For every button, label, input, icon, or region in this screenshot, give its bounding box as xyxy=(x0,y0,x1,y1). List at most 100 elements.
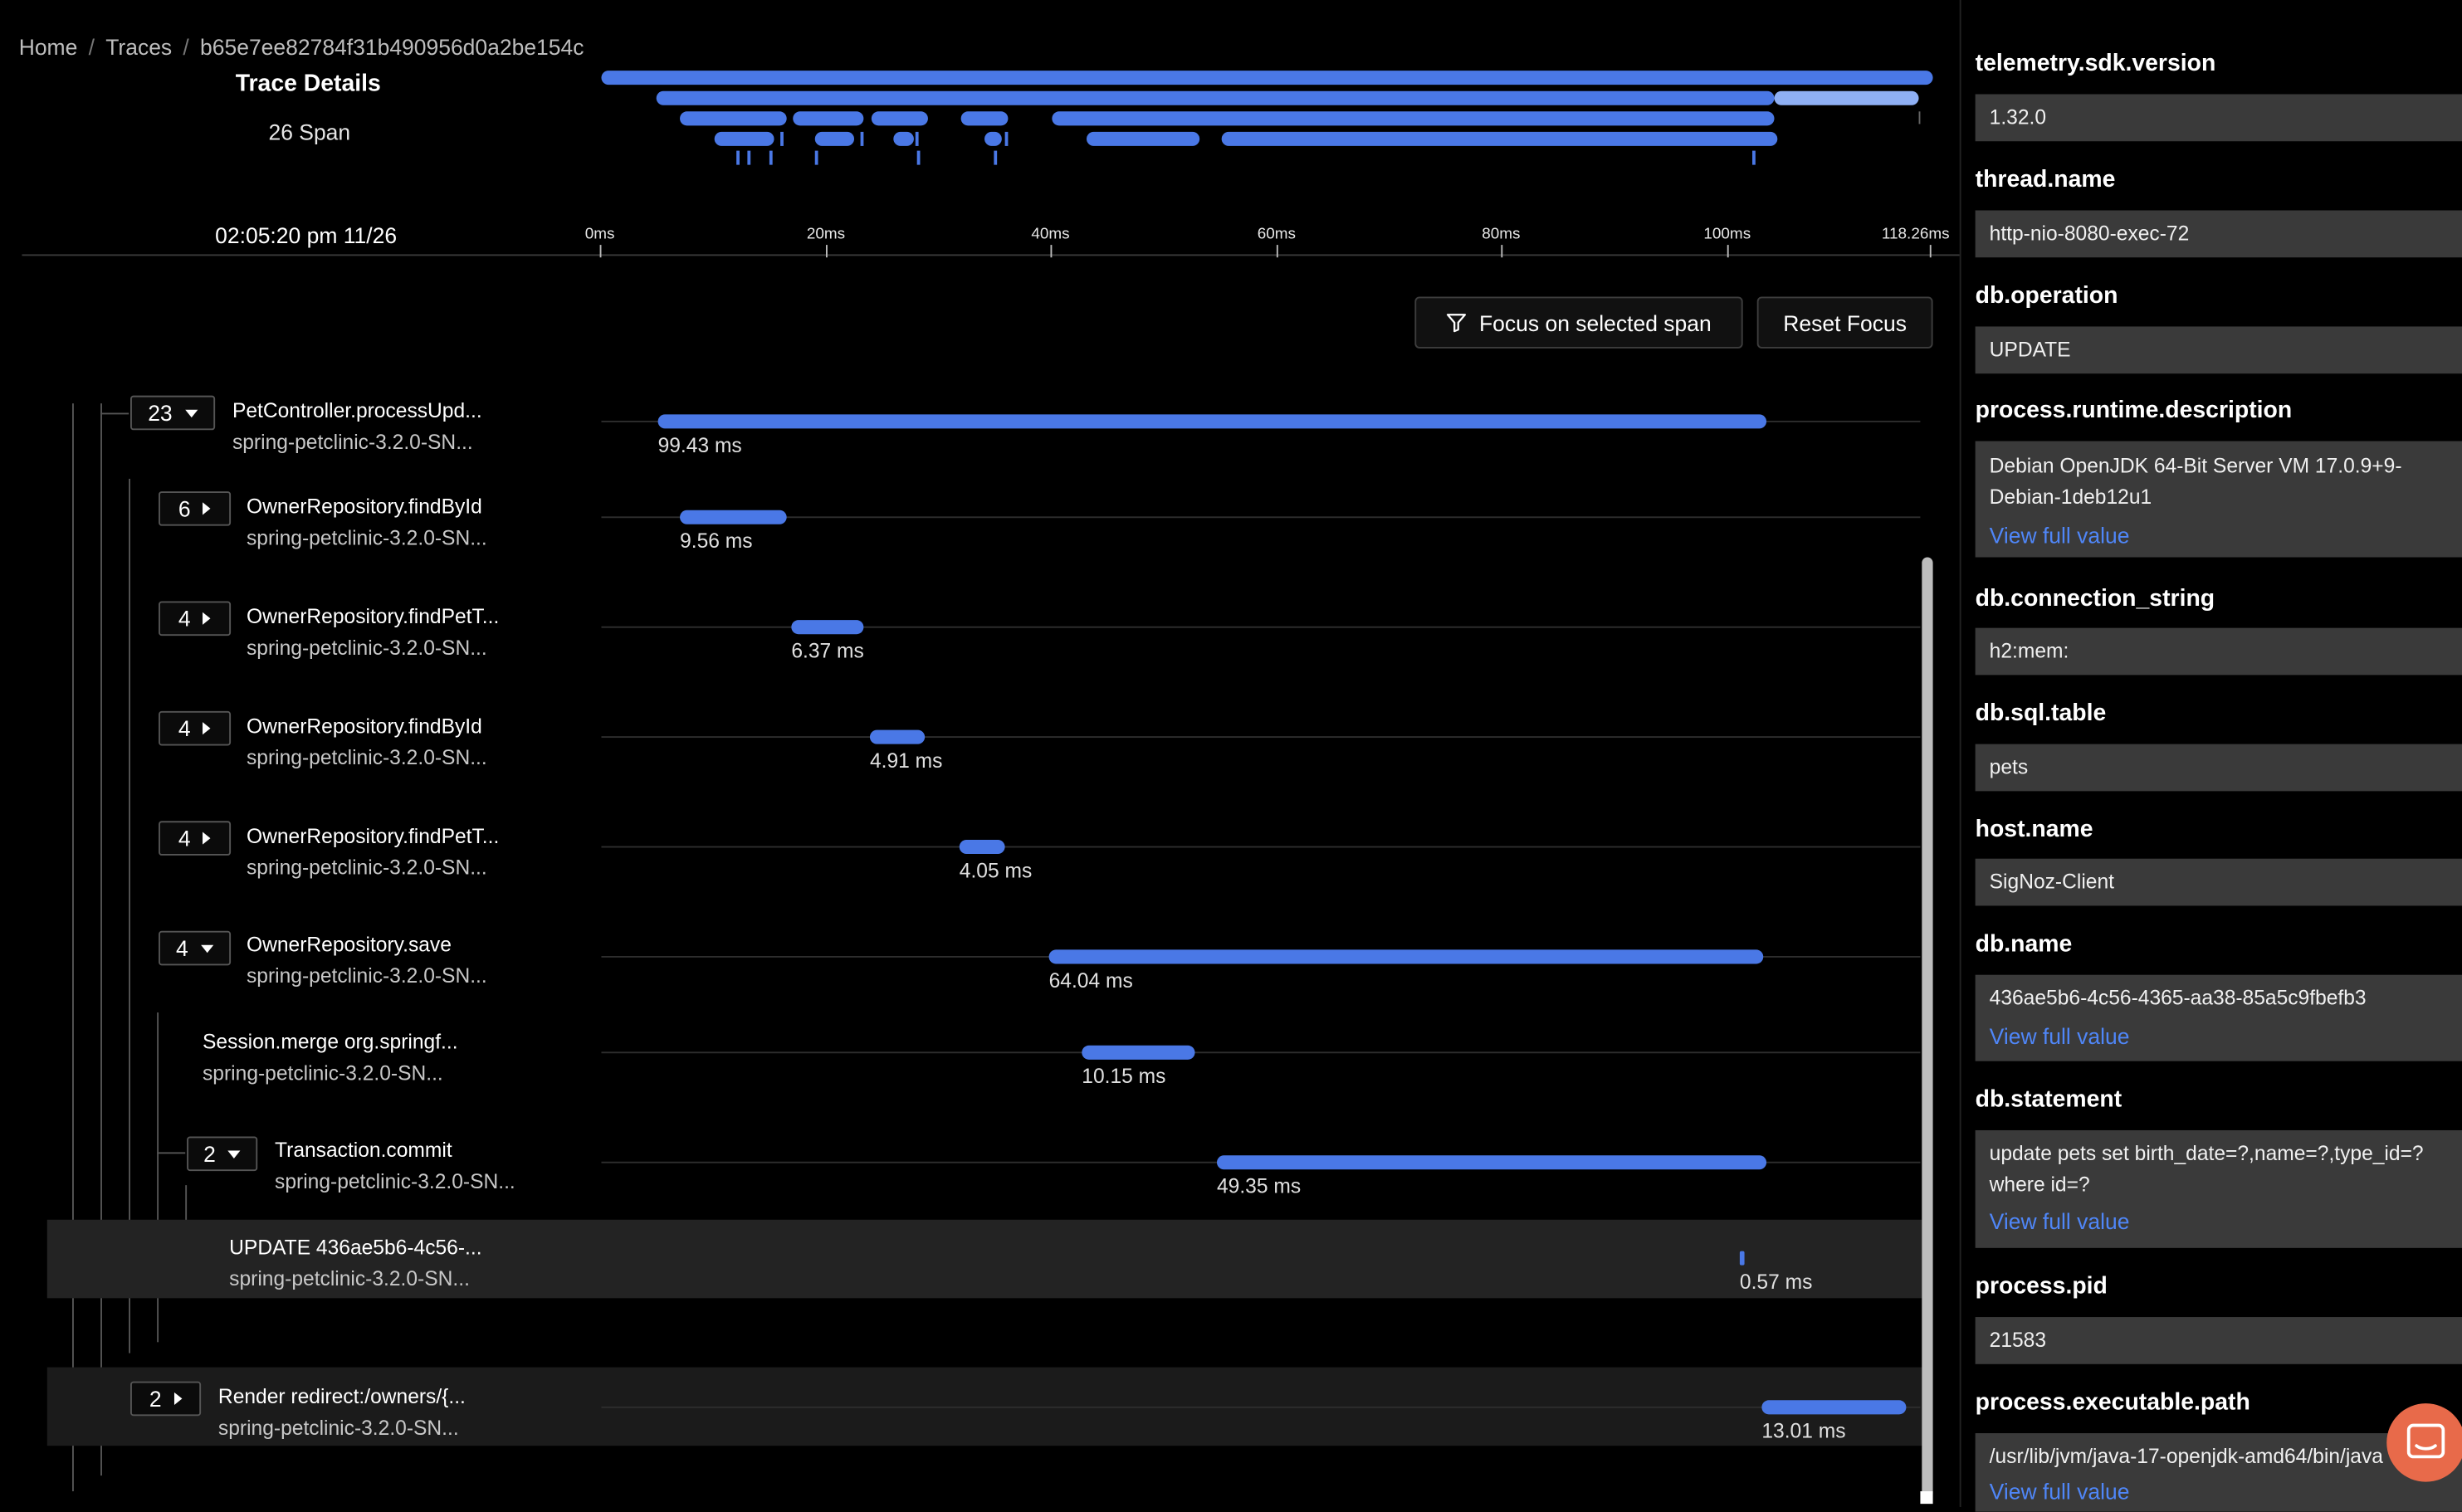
attribute-key: process.executable.path xyxy=(1975,1389,2250,1417)
span-duration-bar[interactable] xyxy=(959,840,1005,855)
span-track xyxy=(601,516,1921,519)
reset-focus-button[interactable]: Reset Focus xyxy=(1756,296,1933,349)
span-expand-toggle[interactable]: 4 xyxy=(159,601,232,637)
timeline-tick xyxy=(599,245,602,258)
span-service: spring-petclinic-3.2.0-SN... xyxy=(275,1169,515,1193)
span-name: OwnerRepository.save xyxy=(246,932,452,956)
span-service: spring-petclinic-3.2.0-SN... xyxy=(246,636,487,660)
span-service: spring-petclinic-3.2.0-SN... xyxy=(246,525,487,550)
attribute-value: h2:mem: xyxy=(1975,627,2462,676)
attribute-key: thread.name xyxy=(1975,166,2116,193)
filter-icon xyxy=(1447,314,1467,333)
span-name: UPDATE 436ae5b6-4c56-... xyxy=(229,1235,482,1260)
breadcrumb-separator: / xyxy=(88,34,95,60)
span-duration: 64.04 ms xyxy=(1048,968,1133,993)
view-full-value-link[interactable]: View full value xyxy=(1989,1023,2130,1049)
span-expand-toggle[interactable]: 4 xyxy=(159,710,232,746)
chat-bubble-icon xyxy=(2406,1423,2445,1459)
breadcrumb-home[interactable]: Home xyxy=(18,34,78,60)
span-name: OwnerRepository.findPetT... xyxy=(246,824,500,848)
panel-divider xyxy=(1959,0,1961,1507)
span-service: spring-petclinic-3.2.0-SN... xyxy=(246,855,487,880)
span-duration: 9.56 ms xyxy=(680,529,753,553)
span-duration-bar[interactable] xyxy=(1739,1251,1745,1266)
span-service: spring-petclinic-3.2.0-SN... xyxy=(246,745,487,769)
view-full-value-link[interactable]: View full value xyxy=(1989,522,2130,549)
chevron-down-icon xyxy=(184,408,198,417)
span-track xyxy=(601,626,1921,628)
span-duration-bar[interactable] xyxy=(869,729,926,744)
span-track xyxy=(601,846,1921,848)
attribute-key: db.operation xyxy=(1975,282,2118,310)
chevron-down-icon xyxy=(200,944,214,953)
breadcrumb-traces[interactable]: Traces xyxy=(105,34,173,60)
span-collapse-toggle[interactable]: 23 xyxy=(130,395,216,431)
span-service: spring-petclinic-3.2.0-SN... xyxy=(203,1061,443,1085)
attribute-key: process.pid xyxy=(1975,1273,2108,1300)
tree-guide-line xyxy=(157,1152,186,1154)
span-name: PetController.processUpd... xyxy=(232,398,482,422)
timeline-tick-label: 40ms xyxy=(1031,226,1070,244)
chevron-right-icon xyxy=(203,832,212,845)
timeline-tick xyxy=(1929,245,1932,258)
timeline-tick xyxy=(825,245,828,258)
breadcrumb-separator: / xyxy=(183,34,189,60)
span-collapse-toggle[interactable]: 4 xyxy=(159,930,232,966)
span-expand-toggle[interactable]: 6 xyxy=(159,491,232,526)
attribute-value: 436ae5b6-4c56-4365-aa38-85a5c9fbefb3 xyxy=(1989,985,2367,1010)
timeline-tick-label: 0ms xyxy=(584,226,615,244)
span-service: spring-petclinic-3.2.0-SN... xyxy=(232,430,473,454)
tree-guide-line xyxy=(72,403,74,1492)
timeline-tick-label: 80ms xyxy=(1482,226,1521,244)
child-count: 6 xyxy=(178,495,191,522)
span-name: OwnerRepository.findById xyxy=(246,494,482,519)
attribute-value: pets xyxy=(1975,744,2462,792)
span-duration: 49.35 ms xyxy=(1216,1173,1302,1198)
span-duration-bar[interactable] xyxy=(791,620,864,635)
timeline-tick xyxy=(1276,245,1278,258)
attribute-value-block: /usr/lib/jvm/java-17-openjdk-amd64/bin/j… xyxy=(1975,1433,2462,1512)
chevron-down-icon xyxy=(228,1149,242,1158)
attribute-key: db.statement xyxy=(1975,1085,2122,1114)
span-expand-toggle[interactable]: 2 xyxy=(130,1381,202,1417)
span-duration-bar[interactable] xyxy=(1761,1400,1907,1415)
span-duration-bar[interactable] xyxy=(1082,1045,1195,1060)
span-duration: 10.15 ms xyxy=(1082,1064,1166,1088)
child-count: 4 xyxy=(178,715,191,741)
chevron-right-icon xyxy=(203,722,212,735)
span-collapse-toggle[interactable]: 2 xyxy=(187,1136,258,1172)
span-duration: 4.05 ms xyxy=(959,858,1033,883)
timeline-tick-label: 20ms xyxy=(806,226,846,244)
child-count: 4 xyxy=(176,935,188,961)
chevron-right-icon xyxy=(203,502,212,515)
span-service: spring-petclinic-3.2.0-SN... xyxy=(217,1416,459,1440)
selected-span-row-background xyxy=(46,1219,1922,1299)
timeline-axis-line xyxy=(22,254,1960,256)
attribute-value: 21583 xyxy=(1975,1317,2462,1364)
span-duration-bar[interactable] xyxy=(680,510,787,524)
trace-timestamp: 02:05:20 pm 11/26 xyxy=(215,222,398,248)
span-expand-toggle[interactable]: 4 xyxy=(159,821,232,856)
span-list-scrollbar[interactable] xyxy=(1922,557,1933,1500)
timeline-tick-label: 100ms xyxy=(1703,226,1751,244)
child-count: 2 xyxy=(149,1386,162,1412)
span-duration: 0.57 ms xyxy=(1739,1270,1813,1294)
scrollbar-corner xyxy=(1920,1491,1933,1505)
attribute-value: SigNoz-Client xyxy=(1975,858,2462,906)
attribute-value-block: 436ae5b6-4c56-4365-aa38-85a5c9fbefb3 Vie… xyxy=(1975,974,2462,1061)
span-count: 26 Span xyxy=(268,119,351,145)
span-duration-bar[interactable] xyxy=(1216,1155,1767,1170)
span-name: Transaction.commit xyxy=(275,1138,452,1162)
timeline-tick xyxy=(1727,245,1729,258)
focus-selected-span-label: Focus on selected span xyxy=(1479,310,1712,335)
view-full-value-link[interactable]: View full value xyxy=(1989,1208,2130,1234)
attribute-key: db.connection_string xyxy=(1975,585,2215,612)
focus-selected-span-button[interactable]: Focus on selected span xyxy=(1414,296,1743,349)
span-duration-bar[interactable] xyxy=(657,414,1767,429)
span-track xyxy=(601,1051,1921,1054)
chat-support-button[interactable] xyxy=(2386,1403,2462,1482)
child-count: 4 xyxy=(178,825,191,851)
span-duration-bar[interactable] xyxy=(1048,949,1764,964)
attribute-value: 1.32.0 xyxy=(1975,94,2462,142)
view-full-value-link[interactable]: View full value xyxy=(1989,1478,2130,1505)
